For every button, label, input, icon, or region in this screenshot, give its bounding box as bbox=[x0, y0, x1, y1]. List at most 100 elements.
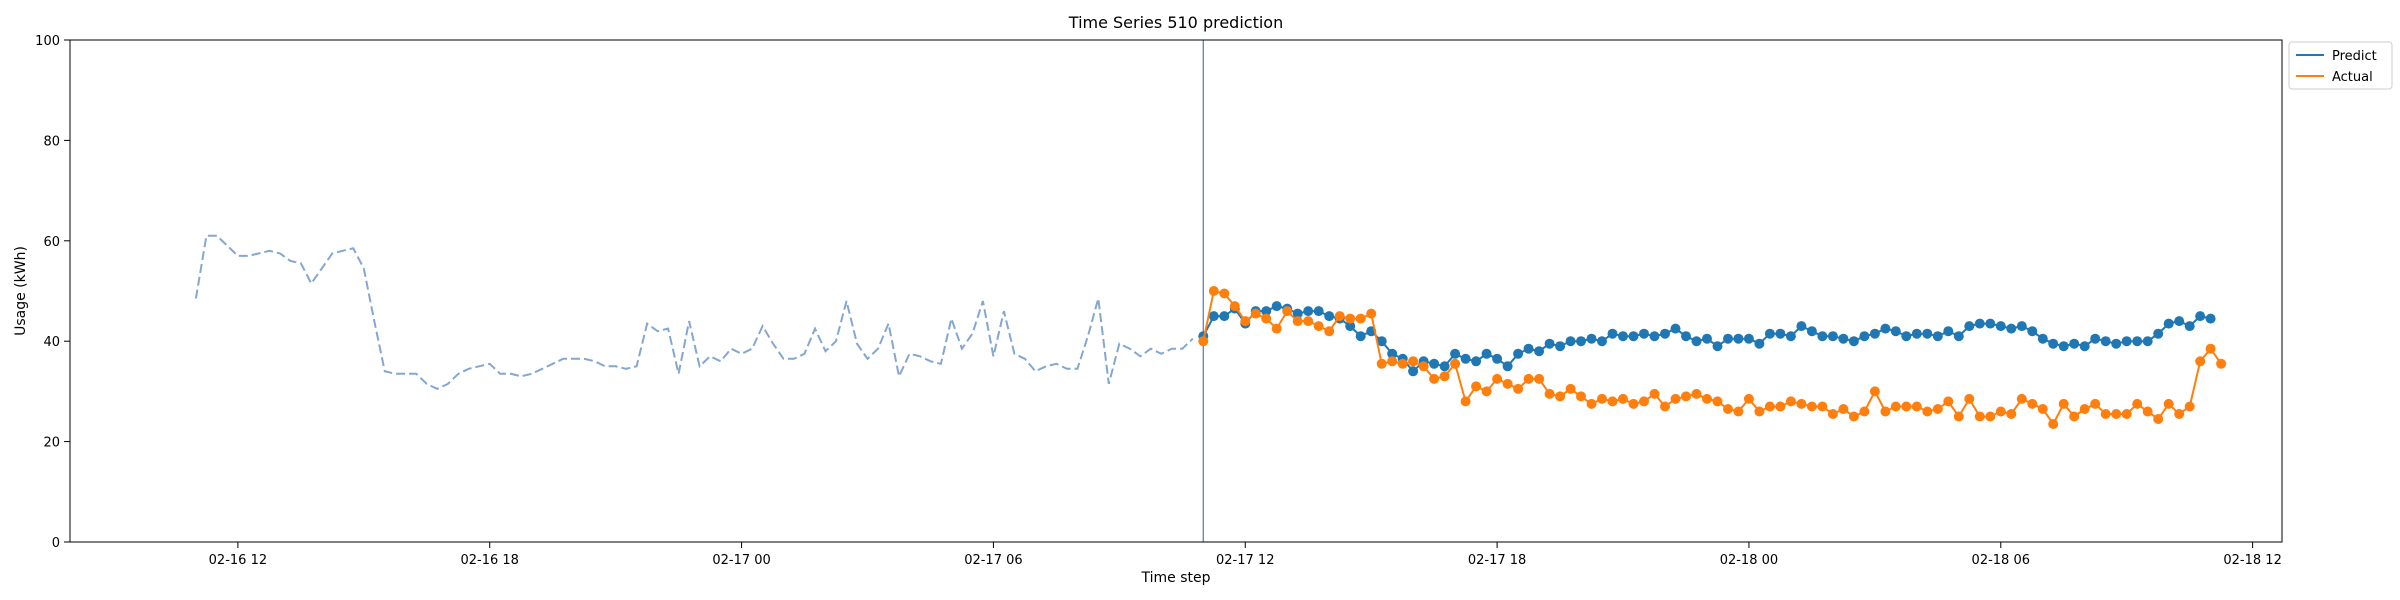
predict-point bbox=[1544, 338, 1555, 349]
actual-point bbox=[1953, 411, 1964, 422]
predict-point bbox=[1985, 318, 1996, 329]
predict-point bbox=[1806, 326, 1817, 337]
predict-point bbox=[1901, 331, 1912, 342]
predict-point bbox=[1271, 301, 1282, 312]
y-tick-label: 0 bbox=[52, 536, 60, 551]
actual-point bbox=[2016, 393, 2027, 404]
actual-point bbox=[1408, 356, 1419, 367]
predict-point bbox=[1733, 333, 1744, 344]
actual-point bbox=[1764, 401, 1775, 412]
actual-point bbox=[1597, 393, 1607, 404]
predict-point bbox=[1292, 308, 1303, 319]
actual-point bbox=[1450, 358, 1461, 369]
predict-point bbox=[1754, 338, 1765, 349]
x-tick-label: 02-16 12 bbox=[209, 553, 267, 568]
actual-point bbox=[1208, 286, 1219, 296]
actual-point bbox=[1702, 393, 1712, 404]
actual-point bbox=[1586, 398, 1597, 409]
predict-point bbox=[1628, 331, 1639, 342]
predict-point bbox=[1827, 331, 1838, 342]
predict-point bbox=[2163, 318, 2174, 329]
actual-point bbox=[2142, 406, 2153, 417]
predict-point bbox=[2090, 333, 2101, 344]
actual-point bbox=[1397, 358, 1408, 369]
actual-point bbox=[1932, 404, 1943, 414]
actual-point bbox=[1240, 316, 1251, 327]
actual-point bbox=[1471, 381, 1482, 392]
actual-point bbox=[1869, 386, 1880, 397]
predict-point bbox=[2142, 336, 2153, 347]
actual-point bbox=[1723, 404, 1733, 414]
actual-point bbox=[1649, 388, 1660, 399]
actual-point bbox=[1827, 409, 1838, 419]
predict-point bbox=[1932, 331, 1943, 342]
predict-point bbox=[1618, 331, 1628, 342]
actual-point bbox=[1355, 313, 1366, 324]
predict-point bbox=[1555, 341, 1566, 352]
actual-point bbox=[2048, 419, 2059, 429]
predict-point bbox=[1702, 333, 1712, 344]
actual-point bbox=[1576, 391, 1586, 402]
actual-point bbox=[2195, 356, 2206, 367]
predict-point bbox=[1838, 333, 1849, 344]
actual-point bbox=[1523, 373, 1534, 384]
predict-point bbox=[1502, 361, 1513, 372]
predict-point bbox=[1911, 328, 1922, 339]
predict-point bbox=[1859, 331, 1870, 342]
predict-point bbox=[2100, 336, 2111, 347]
predict-point bbox=[1691, 336, 1702, 347]
actual-point bbox=[1911, 401, 1922, 412]
predict-point bbox=[2121, 336, 2132, 347]
legend-label-predict: Predict bbox=[2332, 49, 2377, 64]
predict-point bbox=[2153, 328, 2164, 339]
predict-point bbox=[2037, 333, 2048, 344]
predict-point bbox=[1565, 336, 1576, 347]
actual-point bbox=[1848, 411, 1859, 422]
x-tick-label: 02-16 18 bbox=[461, 553, 519, 568]
actual-point bbox=[1817, 401, 1828, 412]
actual-point bbox=[1901, 401, 1912, 412]
actual-point bbox=[1250, 308, 1261, 319]
actual-point bbox=[1964, 393, 1975, 404]
predict-point bbox=[2111, 338, 2122, 349]
actual-point bbox=[1282, 306, 1293, 317]
actual-point bbox=[1660, 401, 1670, 412]
actual-point bbox=[2121, 409, 2132, 419]
actual-point bbox=[1806, 401, 1817, 412]
predict-point bbox=[1723, 333, 1733, 344]
actual-point bbox=[1292, 316, 1303, 327]
actual-point bbox=[1492, 373, 1503, 384]
actual-point bbox=[1995, 406, 2006, 417]
x-tick-label: 02-17 12 bbox=[1216, 553, 1274, 568]
actual-point bbox=[1387, 356, 1398, 367]
actual-series bbox=[1198, 286, 2227, 429]
predict-point bbox=[1953, 331, 1964, 342]
predict-point bbox=[1670, 323, 1681, 334]
predict-point bbox=[1943, 326, 1954, 337]
predict-point bbox=[1597, 336, 1607, 347]
y-tick-label: 20 bbox=[43, 436, 60, 451]
actual-point bbox=[2205, 343, 2216, 354]
actual-point bbox=[2100, 409, 2111, 419]
actual-point bbox=[1691, 388, 1702, 399]
x-tick-label: 02-18 00 bbox=[1720, 553, 1778, 568]
predict-point bbox=[1303, 306, 1314, 317]
actual-point bbox=[1922, 406, 1933, 417]
predict-point bbox=[1607, 328, 1618, 339]
actual-point bbox=[2216, 358, 2227, 369]
actual-point bbox=[2037, 404, 2048, 414]
actual-point bbox=[1376, 358, 1387, 369]
predict-point bbox=[2048, 338, 2059, 349]
actual-point bbox=[1481, 386, 1492, 397]
x-tick-label: 02-17 06 bbox=[964, 553, 1022, 568]
x-axis-title: Time step bbox=[1141, 570, 1211, 586]
predict-point bbox=[2174, 316, 2185, 327]
predict-point bbox=[1660, 328, 1670, 339]
predict-point bbox=[1471, 356, 1482, 367]
predict-point bbox=[1534, 346, 1545, 357]
predict-point bbox=[2069, 338, 2080, 349]
predict-point bbox=[1848, 336, 1859, 347]
actual-point bbox=[1670, 393, 1681, 404]
actual-point bbox=[1733, 406, 1744, 417]
